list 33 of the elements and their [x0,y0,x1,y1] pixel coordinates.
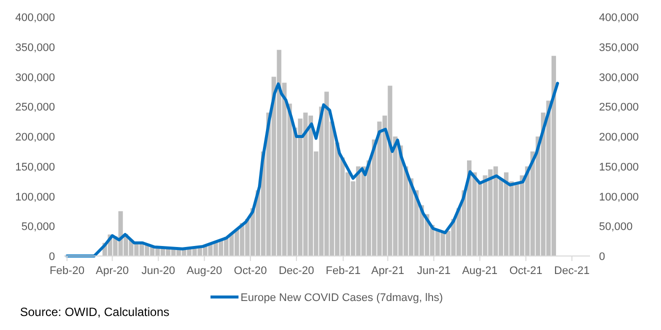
y-tick-label: 250,000 [15,102,55,114]
x-tick-label: Apr-20 [96,265,129,277]
y2-tick-label: 50,000 [599,221,633,234]
y2-tick-label: 0 [599,251,606,263]
y-tick-label: 100,000 [15,191,55,204]
y2-tick-label: 150,000 [599,161,639,174]
y-tick-label: 300,000 [15,72,55,84]
source-note: Source: OWID, Calculations [20,305,170,319]
x-tick-label: Jun-21 [416,265,451,277]
y2-tick-label: 200,000 [599,132,639,144]
y2-tick-label: 250,000 [599,102,639,114]
y2-tick-label: 400,000 [599,12,639,24]
x-tick-label: Oct-21 [509,265,542,277]
x-tick-label: Dec-20 [278,265,314,277]
y-tick-label: 0 [48,251,55,263]
x-tick-label: Feb-21 [326,265,361,277]
y-tick-label: 150,000 [15,161,55,174]
x-tick-label: Feb-20 [50,265,84,277]
y-tick-label: 350,000 [15,42,55,54]
y2-tick-label: 350,000 [599,42,639,54]
y2-tick-label: 100,000 [599,191,639,204]
x-tick-label: Oct-20 [234,265,267,277]
x-tick-label: Dec-21 [554,265,590,277]
x-tick-label: Aug-20 [186,265,222,277]
legend-label: Europe New COVID Cases (7dmavg, lhs) [240,292,443,304]
y-tick-label: 200,000 [15,132,55,144]
line-series [66,82,560,258]
x-tick-label: Jun-20 [142,265,176,277]
y-tick-label: 400,000 [15,12,55,24]
x-tick-label: Apr-21 [371,265,404,277]
y-tick-label: 50,000 [21,221,55,234]
x-tick-label: Aug-21 [462,265,498,277]
y2-tick-label: 300,000 [599,72,639,84]
